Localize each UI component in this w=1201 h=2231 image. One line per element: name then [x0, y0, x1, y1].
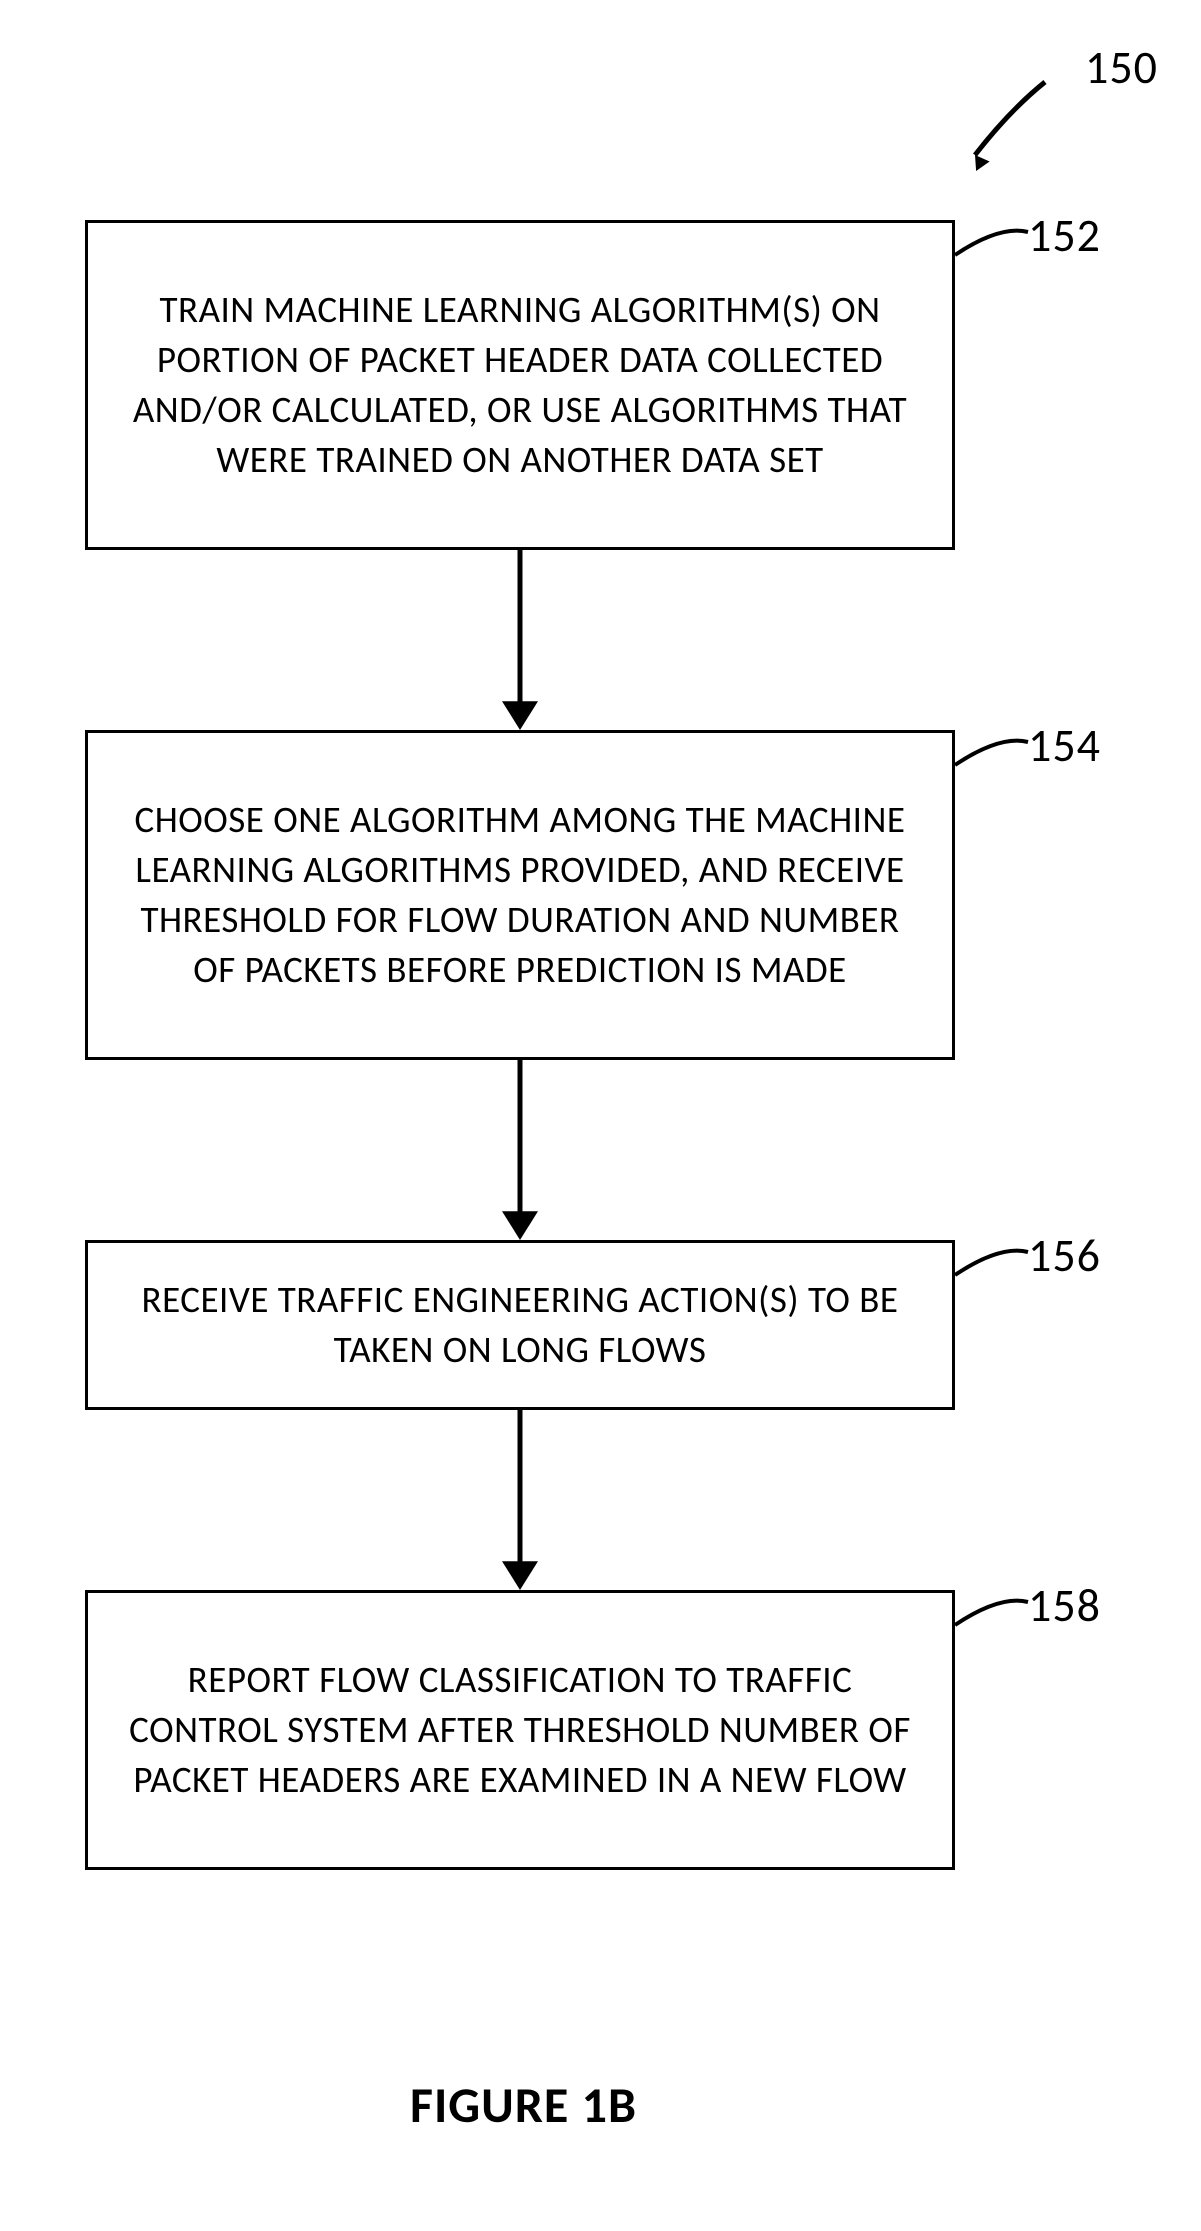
flowchart-step-154: CHOOSE ONE ALGORITHM AMONG THE MACHINE L…: [85, 730, 955, 1060]
figure-number-label: 150: [1085, 40, 1158, 96]
reference-label-152: 152: [1028, 208, 1101, 264]
reference-label-156: 156: [1028, 1228, 1101, 1284]
callout-line-152: [950, 220, 1033, 260]
callout-line-156: [950, 1240, 1033, 1280]
figure-caption: FIGURE 1B: [410, 2075, 637, 2136]
callout-line-158: [950, 1590, 1033, 1630]
flowchart-step-152: TRAIN MACHINE LEARNING ALGORITHM(S) ON P…: [85, 220, 955, 550]
flow-arrow-1: [500, 550, 540, 732]
flow-arrow-2: [500, 1060, 540, 1242]
flowchart-step-158: REPORT FLOW CLASSIFICATION TO TRAFFIC CO…: [85, 1590, 955, 1870]
step-text: REPORT FLOW CLASSIFICATION TO TRAFFIC CO…: [118, 1655, 922, 1805]
step-text: CHOOSE ONE ALGORITHM AMONG THE MACHINE L…: [118, 795, 922, 995]
flowchart-step-156: RECEIVE TRAFFIC ENGINEERING ACTION(S) TO…: [85, 1240, 955, 1410]
reference-label-154: 154: [1028, 718, 1101, 774]
callout-line-154: [950, 730, 1033, 770]
step-text: RECEIVE TRAFFIC ENGINEERING ACTION(S) TO…: [118, 1275, 922, 1375]
flow-arrow-3: [500, 1410, 540, 1592]
step-text: TRAIN MACHINE LEARNING ALGORITHM(S) ON P…: [118, 285, 922, 485]
figure-pointer-arrow: [950, 57, 1070, 180]
reference-label-158: 158: [1028, 1578, 1101, 1634]
